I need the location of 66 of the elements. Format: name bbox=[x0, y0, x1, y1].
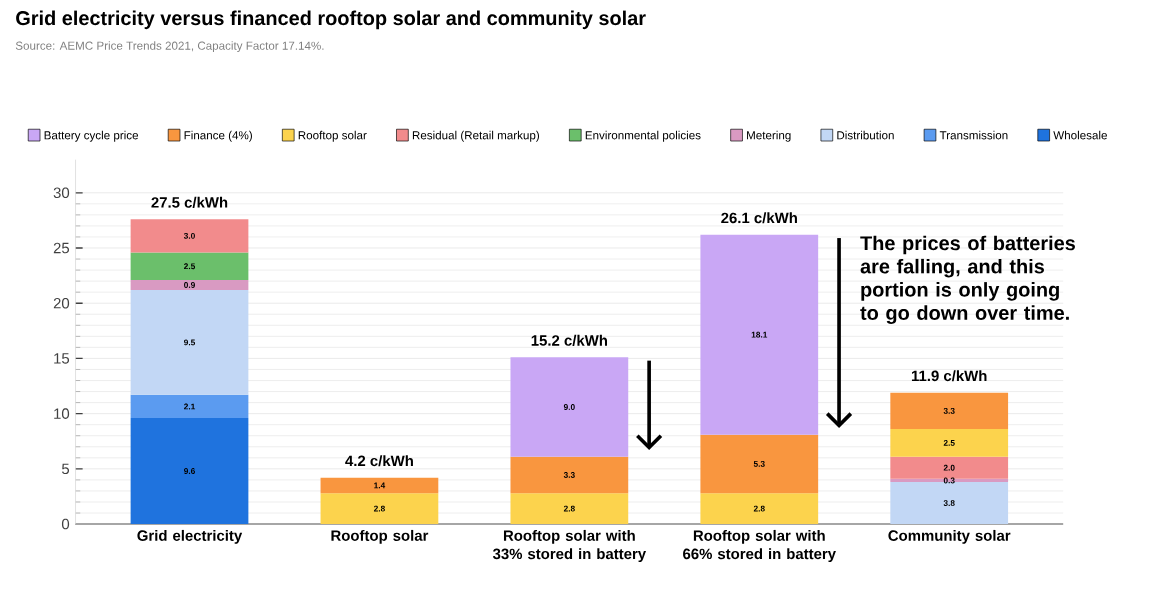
data-label: 0.3 bbox=[943, 477, 955, 484]
data-label: 2.8 bbox=[753, 505, 765, 512]
data-label: 2.1 bbox=[184, 403, 196, 410]
chart-subtitle: Source: AEMC Price Trends 2021, Capacity Factor 17.14%. bbox=[15, 41, 324, 53]
bar bbox=[320, 493, 439, 525]
bar bbox=[890, 482, 1009, 525]
total-label: 4.2 c/kWh bbox=[345, 455, 413, 467]
bar bbox=[700, 493, 819, 525]
data-label: 3.3 bbox=[563, 472, 575, 478]
legend-label: Battery cycle price bbox=[44, 130, 139, 142]
data-label: 9.0 bbox=[563, 404, 575, 410]
data-label: 9.6 bbox=[184, 468, 195, 475]
bar bbox=[510, 456, 629, 494]
data-label: 2.5 bbox=[184, 263, 196, 270]
bar bbox=[510, 357, 629, 457]
data-label: 9.5 bbox=[184, 339, 196, 346]
legend-label: Transmission bbox=[939, 130, 1008, 140]
y-tick-label: 15 bbox=[54, 353, 70, 364]
legend-label: Wholesale bbox=[1053, 130, 1107, 140]
bar bbox=[890, 456, 1009, 479]
total-label: 26.1 c/kWh bbox=[721, 212, 797, 224]
bar bbox=[510, 493, 629, 525]
bar bbox=[130, 290, 249, 395]
data-label: 3.3 bbox=[943, 407, 955, 414]
data-label: 18.1 bbox=[751, 331, 768, 338]
data-label: 3.8 bbox=[943, 500, 955, 507]
data-label: 5.3 bbox=[753, 460, 765, 467]
y-tick-label: 25 bbox=[53, 242, 70, 254]
total-label: 11.9 c/kWh bbox=[911, 370, 987, 382]
y-tick-label: 10 bbox=[54, 408, 70, 419]
bar bbox=[130, 280, 249, 291]
bar bbox=[890, 392, 1009, 430]
legend-label: Rooftop solar bbox=[298, 130, 367, 142]
data-label: 2.5 bbox=[943, 440, 955, 446]
y-tick-label: 30 bbox=[53, 187, 70, 199]
x-tick-label: Community solar bbox=[888, 529, 1011, 544]
data-label: 2.8 bbox=[563, 505, 575, 512]
y-tick-label: 5 bbox=[61, 463, 70, 475]
bar bbox=[700, 434, 819, 494]
chart-title: Grid electricity versus financed rooftop solar and community solar bbox=[16, 10, 646, 30]
data-label: 3.0 bbox=[183, 232, 195, 239]
total-label: 27.5 c/kWh bbox=[151, 196, 228, 208]
data-label: 2.8 bbox=[373, 505, 385, 512]
total-label: 15.2 c/kWh bbox=[531, 334, 608, 346]
legend-label: Metering bbox=[747, 130, 791, 142]
bar bbox=[130, 418, 249, 525]
legend-label: Residual (Retail markup) bbox=[412, 130, 540, 142]
x-tick-label: Grid electricity bbox=[137, 529, 243, 544]
bar bbox=[320, 477, 439, 494]
x-tick-label: Rooftop solar bbox=[331, 529, 429, 544]
bar bbox=[130, 252, 249, 281]
legend-label: Finance (4%) bbox=[184, 130, 252, 142]
x-tick-label: Rooftop solar with 33% stored in battery bbox=[492, 529, 647, 563]
bar bbox=[700, 234, 819, 435]
data-label: 2.0 bbox=[943, 464, 955, 471]
bar bbox=[890, 429, 1009, 457]
x-tick-label: Rooftop solar with 66% stored in battery bbox=[683, 529, 836, 563]
data-label: 0.9 bbox=[184, 282, 195, 288]
bar bbox=[130, 394, 249, 419]
annotation: The prices of batteries are falling, and this portion is only going to go down over time. bbox=[860, 235, 1075, 325]
legend-label: Distribution bbox=[837, 130, 894, 140]
bar bbox=[130, 219, 249, 253]
legend-label: Environmental policies bbox=[585, 130, 701, 142]
data-label: 1.4 bbox=[374, 482, 386, 489]
y-tick-label: 0 bbox=[61, 518, 70, 530]
y-tick-label: 20 bbox=[53, 297, 70, 309]
